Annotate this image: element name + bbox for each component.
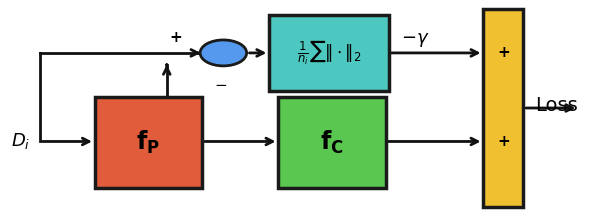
Text: $-\gamma$: $-\gamma$ [401, 31, 430, 49]
Text: +: + [497, 45, 510, 60]
Text: $\mathbf{f_P}$: $\mathbf{f_P}$ [136, 129, 160, 156]
Text: $\frac{1}{n_i}\sum \|\cdot\|_2$: $\frac{1}{n_i}\sum \|\cdot\|_2$ [297, 38, 361, 67]
FancyBboxPatch shape [95, 97, 202, 188]
Text: $D_i$: $D_i$ [11, 132, 31, 151]
Ellipse shape [200, 40, 247, 66]
FancyBboxPatch shape [483, 9, 523, 207]
Text: Loss: Loss [536, 96, 578, 115]
Text: $-$: $-$ [214, 76, 227, 91]
Text: $\mathbf{f_C}$: $\mathbf{f_C}$ [320, 129, 344, 156]
Text: +: + [170, 30, 182, 45]
FancyBboxPatch shape [269, 15, 389, 91]
FancyBboxPatch shape [278, 97, 386, 188]
Text: +: + [497, 134, 510, 149]
